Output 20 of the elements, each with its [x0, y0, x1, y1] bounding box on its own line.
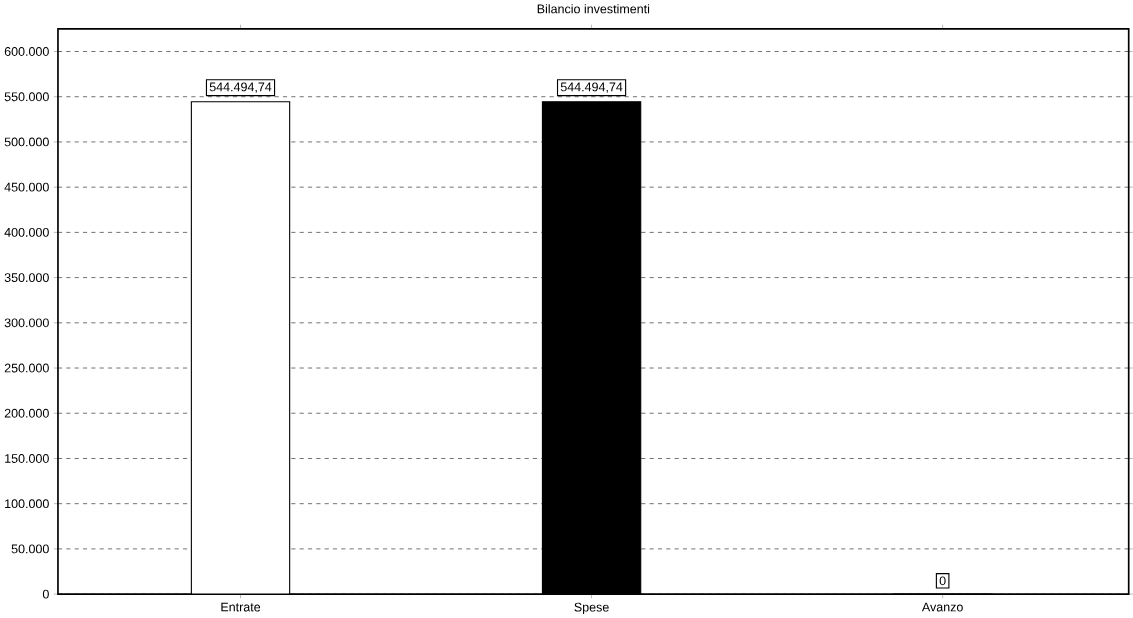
y-tick-label: 0: [42, 589, 49, 599]
x-tick-label: Entrate: [221, 602, 261, 612]
chart-title: Bilancio investimenti: [537, 4, 650, 14]
y-tick-label: 500.000: [4, 137, 49, 147]
y-tick-label: 250.000: [4, 363, 49, 373]
y-tick-label: 400.000: [4, 227, 49, 237]
x-tick-label: Avanzo: [921, 602, 963, 612]
y-tick-label: 300.000: [4, 318, 49, 328]
data-label: 544.494,74: [209, 82, 272, 93]
y-tick-label: 100.000: [5, 499, 49, 509]
y-tick-label: 350.000: [4, 273, 49, 282]
y-tick-label: 150.000: [5, 453, 49, 463]
y-tick-label: 50.000: [11, 544, 49, 554]
x-tick-label: Spese: [574, 602, 609, 614]
y-tick-label: 550.000: [4, 92, 49, 102]
data-label: 0: [939, 576, 946, 586]
y-tick-label: 200.000: [4, 408, 49, 418]
y-tick-label: 600.000: [4, 46, 49, 56]
data-label: 544.494,74: [560, 82, 623, 93]
y-tick-label: 450.000: [4, 182, 49, 192]
